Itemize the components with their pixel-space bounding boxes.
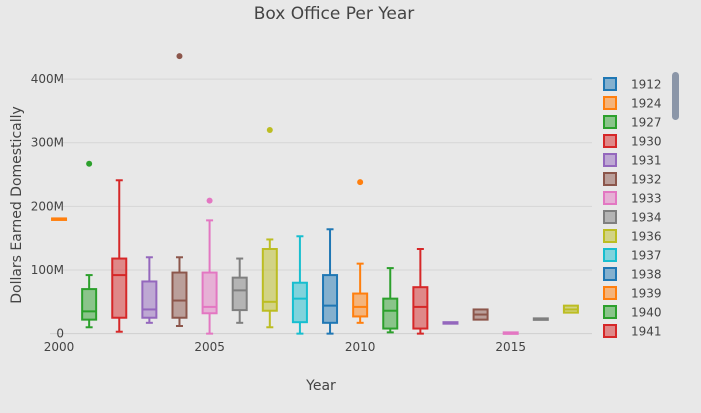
legend-label: 1941 <box>631 325 662 339</box>
box-2014[interactable] <box>472 308 489 321</box>
legend-label: 1939 <box>631 287 662 301</box>
legend-label: 1931 <box>631 154 662 168</box>
box-2007[interactable] <box>261 127 278 329</box>
legend-item-1932[interactable]: 1932 <box>603 172 662 187</box>
legend-swatch <box>603 96 617 110</box>
box-2015[interactable] <box>502 331 519 335</box>
box-body <box>231 276 248 312</box>
legend-label: 1937 <box>631 249 662 263</box>
outlier-point <box>86 160 93 167</box>
legend-item-1939[interactable]: 1939 <box>603 286 662 301</box>
x-tick-label: 2005 <box>194 340 225 354</box>
box-body <box>201 271 218 315</box>
box-body <box>81 288 98 321</box>
legend-label: 1912 <box>631 78 662 92</box>
legend-item-1941[interactable]: 1941 <box>603 324 662 339</box>
y-tick-label: 300M <box>31 136 64 150</box>
legend-swatch <box>603 115 617 129</box>
legend-item-1931[interactable]: 1931 <box>603 153 662 168</box>
outlier-point <box>176 53 183 60</box>
legend-label: 1940 <box>631 306 662 320</box>
y-tick-label: 100M <box>31 263 64 277</box>
box-body <box>261 248 278 312</box>
legend-swatch <box>603 286 617 300</box>
legend-item-1934[interactable]: 1934 <box>603 210 662 225</box>
y-tick-label: 0 <box>56 327 64 341</box>
x-axis-label: Year <box>305 378 336 394</box>
legend-item-1938[interactable]: 1938 <box>603 267 662 282</box>
y-tick-label: 400M <box>31 72 64 86</box>
legend-swatch <box>603 134 617 148</box>
legend-item-1940[interactable]: 1940 <box>603 305 662 320</box>
legend-item-1930[interactable]: 1930 <box>603 134 662 149</box>
legend[interactable]: 1912 1924 1927 1930 1931 1932 1933 1934 1936 1937… <box>603 77 662 339</box>
box-body <box>291 281 308 324</box>
box-body <box>111 257 128 319</box>
x-tick-label: 2015 <box>495 340 526 354</box>
outlier-point <box>206 197 213 204</box>
legend-swatch <box>603 153 617 167</box>
box-2008[interactable] <box>291 235 308 335</box>
box-2004[interactable] <box>171 53 188 327</box>
box-plots <box>51 53 579 335</box>
legend-label: 1924 <box>631 97 662 111</box>
box-2013[interactable] <box>442 321 459 325</box>
legend-label: 1934 <box>631 211 662 225</box>
legend-item-1936[interactable]: 1936 <box>603 229 662 244</box>
box-2016[interactable] <box>532 317 549 321</box>
legend-swatch <box>603 324 617 338</box>
legend-label: 1933 <box>631 192 662 206</box>
box-2006[interactable] <box>231 257 248 324</box>
legend-item-1927[interactable]: 1927 <box>603 115 662 130</box>
legend-swatch <box>603 305 617 319</box>
box-2010[interactable] <box>352 179 369 324</box>
y-axis-ticks: 0 100M 200M 300M 400M <box>31 72 64 341</box>
box-2011[interactable] <box>382 267 399 334</box>
chart-title: Box Office Per Year <box>254 4 415 24</box>
box-2002[interactable] <box>111 179 128 333</box>
legend-swatch <box>603 229 617 243</box>
legend-swatch <box>603 172 617 186</box>
legend-item-1912[interactable]: 1912 <box>603 77 662 92</box>
legend-item-1933[interactable]: 1933 <box>603 191 662 206</box>
legend-swatch <box>603 267 617 281</box>
box-body <box>141 280 158 319</box>
box-body <box>171 271 188 319</box>
box-body <box>352 292 369 318</box>
legend-swatch <box>603 210 617 224</box>
legend-swatch <box>603 77 617 91</box>
y-axis-label: Dollars Earned Domestically <box>9 106 25 304</box>
box-2003[interactable] <box>141 256 158 324</box>
legend-label: 1936 <box>631 230 662 244</box>
box-2009[interactable] <box>322 228 339 335</box>
box-body <box>322 274 339 324</box>
legend-label: 1927 <box>631 116 662 130</box>
box-2001[interactable] <box>81 160 98 329</box>
legend-scrollbar[interactable] <box>672 72 679 120</box>
box-2012[interactable] <box>412 248 429 335</box>
box-2005[interactable] <box>201 197 218 335</box>
legend-item-1937[interactable]: 1937 <box>603 248 662 263</box>
y-tick-label: 200M <box>31 199 64 213</box>
box-2000[interactable] <box>51 217 68 221</box>
outlier-point <box>266 127 273 133</box>
x-tick-label: 2000 <box>44 340 75 354</box>
legend-swatch <box>603 248 617 262</box>
legend-label: 1938 <box>631 268 662 282</box>
box-2017[interactable] <box>562 304 579 314</box>
grid-lines <box>50 78 592 335</box>
legend-item-1924[interactable]: 1924 <box>603 96 662 111</box>
legend-label: 1932 <box>631 173 662 187</box>
x-axis-ticks: 2000 2005 2010 2015 <box>44 340 526 354</box>
box-body <box>382 297 399 330</box>
x-tick-label: 2010 <box>345 340 376 354</box>
outlier-point <box>357 179 364 186</box>
legend-label: 1930 <box>631 135 662 149</box>
legend-swatch <box>603 191 617 205</box>
